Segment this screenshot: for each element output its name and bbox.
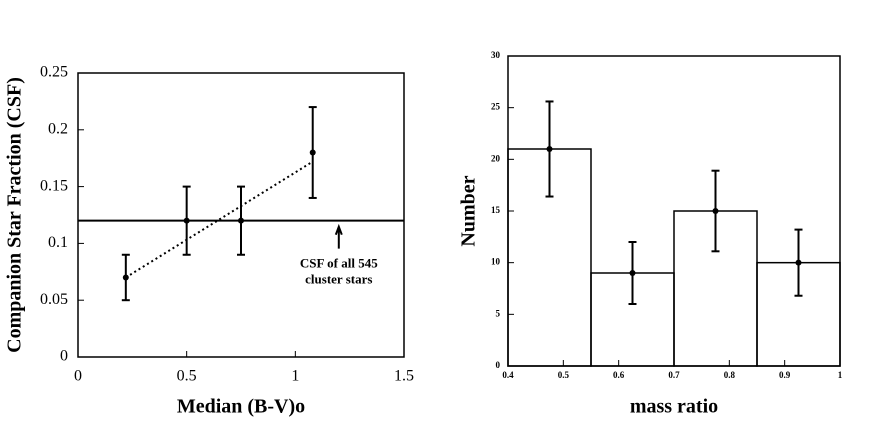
y-tick-label: 25	[491, 102, 501, 112]
data-point	[238, 217, 244, 224]
y-tick-label: 15	[491, 205, 501, 215]
y-tick-label: 0	[496, 360, 501, 370]
x-tick-label: 0.5	[558, 370, 570, 380]
x-tick-label: 0.5	[177, 368, 197, 385]
y-tick-label: 0.2	[48, 120, 68, 137]
y-tick-label: 30	[491, 50, 501, 60]
x-tick-label: 0.8	[724, 370, 736, 380]
y-tick-label: 0.15	[40, 177, 68, 194]
data-point	[183, 217, 190, 224]
fit-line	[125, 160, 314, 279]
x-axis-label: mass ratio	[630, 396, 718, 418]
annotation: CSF of all 545	[300, 256, 378, 271]
y-tick-label: 5	[496, 308, 501, 318]
y-tick-label: 0	[60, 348, 68, 365]
x-tick-label: 0.6	[613, 370, 625, 380]
x-tick-label: 1.5	[394, 368, 414, 385]
x-tick-label: 0.9	[779, 370, 791, 380]
y-tick-label: 0.25	[40, 64, 68, 81]
y-tick-label: 20	[491, 153, 501, 163]
x-tick-label: 0.7	[668, 370, 680, 380]
data-point	[546, 146, 553, 152]
data-point	[629, 270, 636, 276]
y-tick-label: 10	[491, 257, 501, 267]
x-tick-label: 1	[291, 368, 299, 385]
y-tick-label: 0.1	[48, 234, 68, 251]
y-axis-label: Number	[458, 175, 480, 246]
annotation: cluster stars	[305, 272, 372, 287]
data-point	[795, 259, 802, 266]
x-axis-label: Median (B-V)o	[177, 396, 305, 418]
x-tick-label: 0	[74, 368, 82, 385]
data-point	[122, 274, 129, 281]
x-tick-label: 1	[838, 370, 843, 380]
data-point	[309, 149, 316, 156]
data-point	[712, 208, 719, 214]
plot-frame	[77, 72, 405, 358]
x-tick-label: 0.4	[502, 370, 514, 380]
y-axis-label: Companion Star Fraction (CSF)	[4, 77, 26, 353]
y-tick-label: 0.05	[40, 291, 68, 308]
annotation-arrow	[334, 223, 343, 249]
